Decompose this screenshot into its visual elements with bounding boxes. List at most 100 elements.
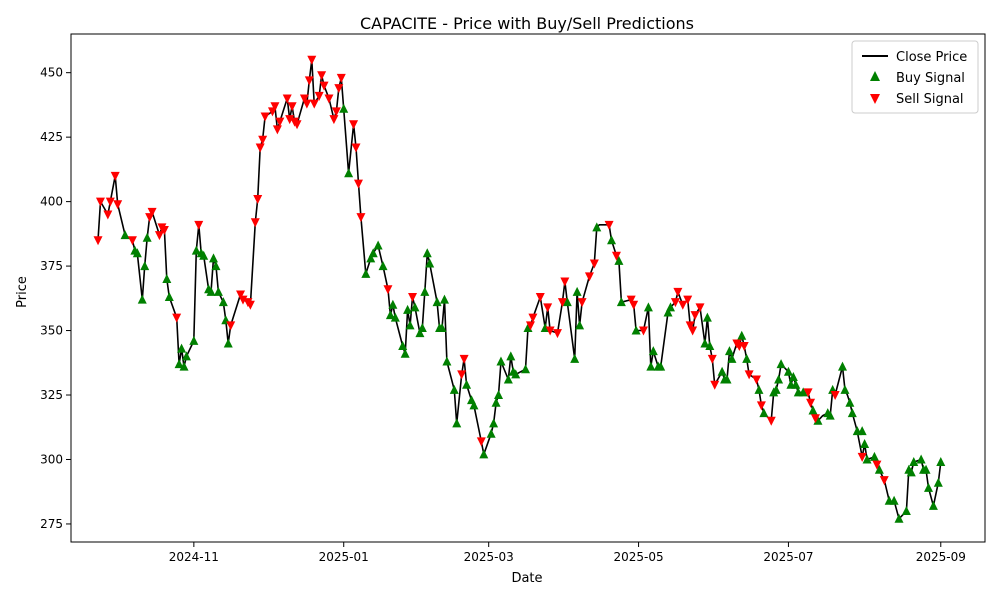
buy-signal-marker	[339, 103, 349, 113]
buy-signal-marker	[717, 366, 727, 376]
sell-signal-marker	[307, 55, 317, 65]
sell-signal-marker	[670, 298, 680, 308]
buy-signal-marker	[432, 297, 442, 307]
sell-signal-marker	[678, 300, 688, 310]
sell-signal-marker	[803, 388, 813, 398]
buy-signal-marker	[936, 457, 946, 467]
buy-signal-marker	[132, 248, 142, 258]
buy-signal-marker	[575, 320, 585, 330]
y-tick-label: 275	[40, 517, 63, 531]
sell-signal-marker	[302, 99, 312, 109]
buy-signal-marker	[511, 369, 521, 379]
buy-signal-marker	[788, 371, 798, 381]
buy-signal-marker	[700, 338, 710, 348]
sell-signal-marker	[766, 416, 776, 426]
buy-signal-marker	[798, 387, 808, 397]
legend: Close Price Buy Signal Sell Signal	[851, 40, 979, 114]
buy-signal-marker	[909, 457, 919, 467]
legend-buy-signal-label: Buy Signal	[896, 71, 965, 86]
buy-signal-marker	[646, 361, 656, 371]
y-axis: 275 300 325 350 375 400 425 450	[40, 66, 71, 531]
sell-signal-marker	[879, 476, 889, 486]
buy-signal-marker	[521, 364, 531, 374]
buy-signal-marker	[174, 359, 184, 369]
buy-signal-marker	[869, 451, 879, 461]
sell-signal-marker	[810, 414, 820, 424]
sell-signal-marker	[638, 326, 648, 336]
x-axis: 2024-11 2025-01 2025-03 2025-05 2025-07 2025-…	[169, 542, 966, 564]
sell-signal-marker	[756, 401, 766, 411]
x-tick-label: 2025-05	[613, 550, 663, 564]
sell-signal-marker	[604, 220, 614, 230]
buy-signal-marker	[724, 346, 734, 356]
sell-signal-marker	[172, 313, 182, 323]
sell-signal-marker	[752, 375, 761, 385]
buy-signal-marker	[656, 361, 666, 371]
sell-signal-marker	[317, 71, 327, 81]
buy-signal-marker	[405, 320, 415, 330]
sell-signal-marker	[147, 207, 157, 217]
y-tick-label: 425	[40, 130, 63, 144]
sell-signal-marker	[127, 236, 137, 246]
sell-signal-marker	[408, 293, 418, 303]
y-tick-label: 350	[40, 324, 63, 338]
buy-signal-marker	[643, 302, 653, 312]
sell-signal-marker	[383, 285, 393, 295]
buy-signal-marker	[179, 361, 189, 371]
legend-sell-signal-label: Sell Signal	[896, 92, 964, 107]
sell-signal-marker	[105, 197, 115, 207]
buy-signal-marker	[368, 248, 378, 258]
buy-signal-marker	[506, 351, 516, 361]
sell-signal-marker	[154, 231, 164, 241]
sell-signal-marker	[329, 115, 339, 125]
sell-signal-marker	[304, 76, 314, 86]
buy-signal-marker	[901, 506, 911, 516]
buy-signal-marker	[437, 322, 447, 332]
buy-signal-marker	[774, 374, 784, 384]
sell-signal-marker	[535, 293, 545, 303]
sell-signal-marker	[528, 313, 538, 323]
sell-signal-marker	[93, 236, 103, 246]
sell-signal-marker	[285, 115, 295, 125]
buy-signal-marker	[847, 408, 857, 418]
buy-signal-marker	[218, 297, 228, 307]
buy-signal-marker	[666, 302, 676, 312]
buy-signal-marker	[398, 341, 408, 351]
buy-signal-marker	[702, 312, 712, 322]
sell-signal-marker	[690, 311, 700, 321]
buy-signal-marker	[631, 325, 641, 335]
buy-signal-marker	[385, 310, 395, 320]
sell-signal-marker	[830, 391, 840, 401]
x-tick-label: 2024-11	[169, 550, 219, 564]
buy-signal-marker	[771, 384, 781, 394]
sell-signal-marker	[110, 171, 120, 181]
buy-signal-marker	[177, 343, 187, 353]
buy-signal-marker	[754, 384, 764, 394]
buy-signal-marker	[933, 477, 943, 487]
sell-signal-marker	[275, 117, 285, 127]
sell-signal-marker	[695, 303, 705, 313]
buy-signal-marker	[845, 397, 855, 407]
buy-signal-marker	[366, 253, 376, 263]
sell-signal-marker	[545, 326, 555, 336]
sell-signal-marker	[457, 370, 467, 380]
buy-signal-marker	[496, 356, 506, 366]
buy-signal-marker	[722, 374, 732, 384]
sell-signal-marker	[245, 300, 255, 310]
buy-signal-marker	[489, 418, 499, 428]
buy-signal-marker	[415, 328, 425, 338]
buy-signal-marker	[874, 464, 884, 474]
sell-signal-marker	[476, 437, 486, 447]
buy-signal-marker	[120, 230, 130, 240]
buy-signal-marker	[889, 495, 899, 505]
sell-signal-marker	[739, 342, 749, 352]
buy-signal-marker	[181, 351, 191, 361]
sell-signal-marker	[683, 295, 693, 305]
sell-signal-marker	[626, 295, 636, 305]
buy-signal-marker	[491, 397, 501, 407]
sell-signal-marker	[557, 298, 567, 308]
buy-signal-marker	[737, 330, 747, 340]
buy-signal-marker	[439, 294, 449, 304]
